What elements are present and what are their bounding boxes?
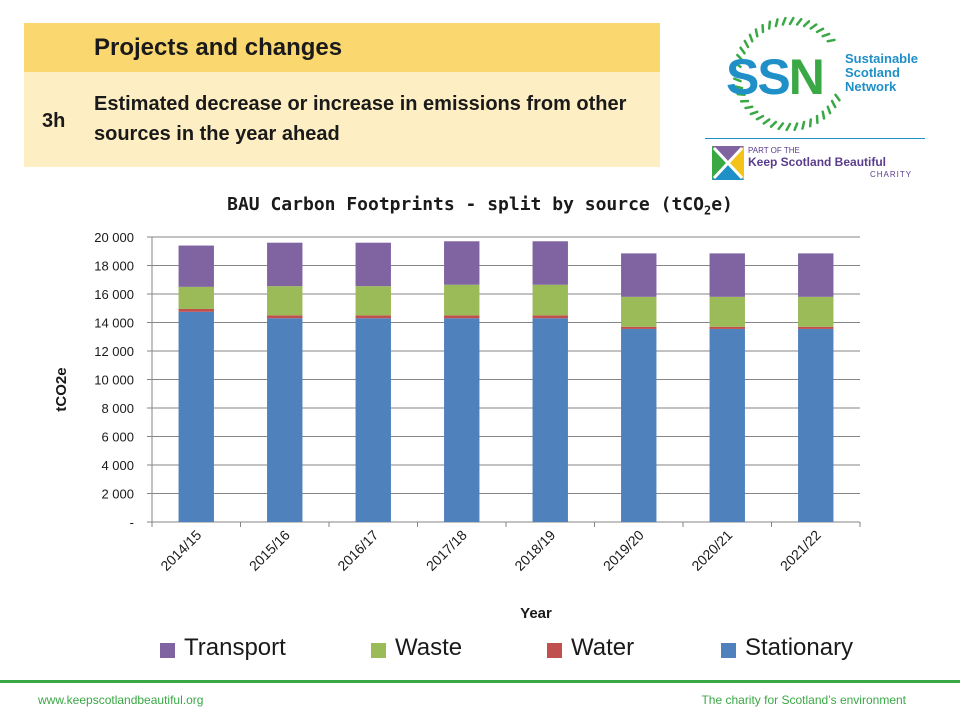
y-tick-label: 16 000 xyxy=(94,287,134,302)
bar-segment-stationary xyxy=(178,311,214,522)
bar-segment-water xyxy=(621,326,657,329)
ssn-name-line: Network xyxy=(845,79,897,94)
bar-segment-transport xyxy=(532,241,568,285)
bar-segment-waste xyxy=(444,284,480,316)
y-tick-label: 6 000 xyxy=(101,430,134,445)
ksb-logo: PART OF THE Keep Scotland Beautiful CHAR… xyxy=(710,144,930,184)
chart-title-subscript: 2 xyxy=(703,203,712,218)
bar-segment-transport xyxy=(178,245,214,287)
y-tick-label: 10 000 xyxy=(94,373,134,388)
bar-segment-water xyxy=(444,315,480,319)
x-tick-label: 2019/20 xyxy=(600,527,647,574)
ssn-name-line: Scotland xyxy=(845,65,900,80)
bar-segment-stationary xyxy=(355,318,391,522)
section-code: 3h xyxy=(42,110,66,132)
bar-segment-water xyxy=(267,315,303,319)
ksb-line1: PART OF THE xyxy=(748,146,800,155)
y-tick-label: - xyxy=(130,515,134,530)
legend-label: Stationary xyxy=(745,634,854,661)
x-tick-label: 2015/16 xyxy=(246,527,293,574)
bar-segment-water xyxy=(532,315,568,319)
legend-label: Water xyxy=(571,634,635,661)
footer-divider xyxy=(0,680,960,683)
ssn-letters: SSN xyxy=(726,48,825,106)
legend-label: Waste xyxy=(395,634,463,661)
bar-segment-transport xyxy=(709,253,745,297)
x-tick-label: 2020/21 xyxy=(688,527,735,574)
legend-swatch xyxy=(371,643,386,658)
saltire-icon xyxy=(712,146,744,180)
y-tick-label: 8 000 xyxy=(101,401,134,416)
y-tick-label: 14 000 xyxy=(94,316,134,331)
ssn-ring-icon xyxy=(732,16,841,132)
bar-segment-stationary xyxy=(798,328,834,522)
footer-tagline: The charity for Scotland’s environment xyxy=(701,693,906,707)
bar-segment-waste xyxy=(798,296,834,327)
bar-segment-waste xyxy=(355,286,391,316)
ssn-name-line: Sustainable xyxy=(845,51,918,66)
x-tick-label: 2014/15 xyxy=(157,527,204,574)
bar-segment-stationary xyxy=(532,318,568,522)
bar-segment-transport xyxy=(798,253,834,297)
stacked-bar-chart: - 2 000 4 000 6 000 8 000 10 000 12 000 14 000 1… xyxy=(53,230,861,622)
chart-title: BAU Carbon Footprints - split by source … xyxy=(0,194,960,218)
ksb-line3: CHARITY xyxy=(870,170,913,179)
ssn-logo: SSN Sustainable Scotland Network xyxy=(700,12,940,132)
header-title-band: Projects and changes xyxy=(24,23,660,72)
bar-segment-waste xyxy=(621,296,657,327)
legend-swatch xyxy=(160,643,175,658)
ssn-name: Sustainable Scotland Network xyxy=(845,52,918,94)
bar-segment-waste xyxy=(709,296,745,327)
chart-title-end: e) xyxy=(711,194,733,215)
section-description: Estimated decrease or increase in emissi… xyxy=(94,93,627,145)
x-tick-label: 2018/19 xyxy=(511,527,558,574)
legend-swatch xyxy=(547,643,562,658)
bar-segment-stationary xyxy=(444,318,480,522)
bar-segment-stationary xyxy=(267,318,303,522)
bar-segment-waste xyxy=(532,284,568,316)
footer-website[interactable]: www.keepscotlandbeautiful.org xyxy=(38,693,204,707)
legend-swatch xyxy=(721,643,736,658)
bar-segment-transport xyxy=(355,242,391,287)
bar-segment-transport xyxy=(267,242,303,287)
ssn-letter-s1: S xyxy=(726,49,759,105)
x-tick-label: 2017/18 xyxy=(423,527,470,574)
bar-segment-transport xyxy=(444,241,480,285)
bar-segment-waste xyxy=(178,286,214,309)
y-tick-label: 12 000 xyxy=(94,344,134,359)
bar-segment-water xyxy=(798,326,834,329)
bar-segment-stationary xyxy=(621,328,657,522)
header-description-band: 3h Estimated decrease or increase in emi… xyxy=(24,72,660,167)
bar-segment-water xyxy=(709,326,745,329)
bar-segment-waste xyxy=(267,286,303,316)
ksb-line2: Keep Scotland Beautiful xyxy=(748,155,887,169)
logo-divider xyxy=(705,138,925,139)
y-tick-label: 18 000 xyxy=(94,259,134,274)
legend-label: Transport xyxy=(184,634,286,661)
ssn-letter-s2: S xyxy=(757,49,790,105)
ssn-letter-n: N xyxy=(788,49,825,105)
bar-segment-transport xyxy=(621,253,657,297)
x-tick-label: 2016/17 xyxy=(334,527,381,574)
y-axis-title: tCO2e xyxy=(53,367,70,411)
x-axis-title: Year xyxy=(520,605,552,622)
bar-segment-stationary xyxy=(709,328,745,522)
y-tick-label: 4 000 xyxy=(101,458,134,473)
bar-segment-water xyxy=(178,308,214,312)
x-tick-label: 2021/22 xyxy=(777,527,824,574)
y-tick-label: 2 000 xyxy=(101,487,134,502)
page-title: Projects and changes xyxy=(94,34,343,61)
bar-segment-water xyxy=(355,315,391,319)
chart-title-main: BAU Carbon Footprints - split by source … xyxy=(227,194,704,215)
slide-header: Projects and changes 3h Estimated decrea… xyxy=(24,23,660,167)
y-tick-label: 20 000 xyxy=(94,230,134,245)
